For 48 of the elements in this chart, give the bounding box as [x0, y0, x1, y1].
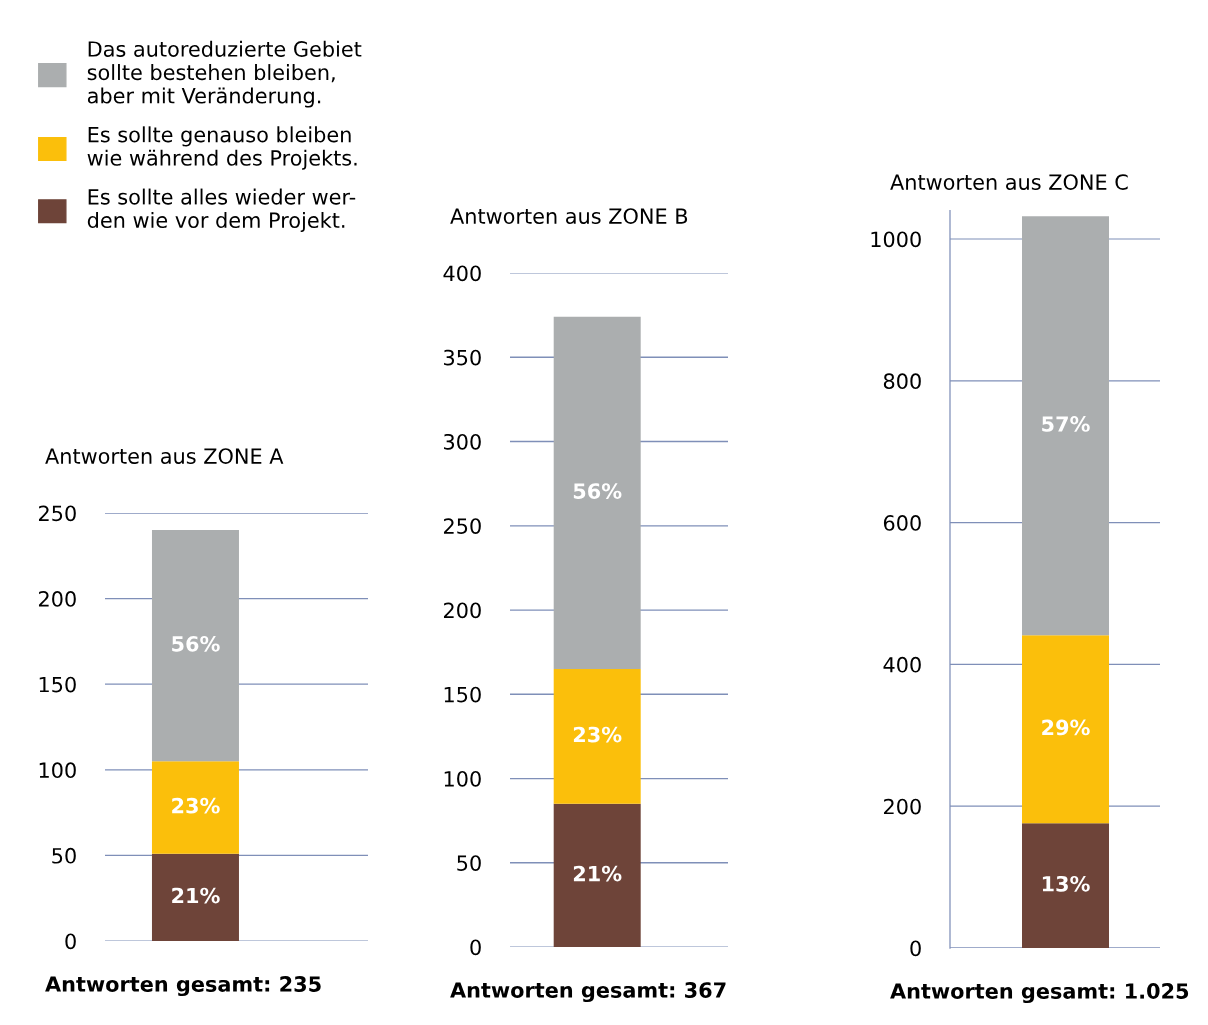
y-tick-label: 200	[883, 798, 921, 815]
y-tick-label: 150	[444, 686, 481, 703]
x-axis-title: Antworten gesamt: 1.025	[890, 983, 1189, 1004]
legend-label: Es sollte alles wieder wer- den wie vor dem Projekt.	[87, 188, 356, 233]
bar	[1022, 216, 1109, 636]
annotation: 21%	[573, 865, 622, 882]
annotation: 29%	[1042, 719, 1090, 736]
y-tick-label: 0	[65, 933, 76, 950]
annotation: 13%	[1042, 875, 1090, 892]
annotation: 56%	[573, 483, 622, 499]
bar	[553, 668, 641, 804]
legend-label: Es sollte genauso bleiben wie während des Projekts.	[87, 126, 357, 170]
x-axis-title: Antworten gesamt: 235	[45, 976, 321, 997]
y-tick-label: 250	[38, 505, 76, 522]
bar	[151, 853, 239, 941]
y-tick-label: 250	[443, 518, 481, 534]
bar	[553, 316, 641, 669]
annotation: 57%	[1042, 416, 1090, 432]
y-tick-label: 50	[457, 855, 481, 871]
y-tick-label: 400	[443, 265, 481, 282]
bar	[151, 761, 239, 854]
y-tick-label: 50	[52, 847, 76, 864]
y-tick-label: 300	[444, 433, 481, 450]
annotation: 21%	[172, 887, 220, 904]
y-tick-label: 150	[39, 676, 76, 693]
y-tick-label: 0	[470, 939, 481, 956]
y-tick-label: 200	[443, 602, 481, 619]
bar	[1022, 635, 1109, 824]
annotation: 23%	[172, 797, 220, 814]
annotation: 56%	[172, 635, 220, 652]
bar	[553, 803, 641, 947]
y-tick-label: 400	[883, 656, 921, 673]
y-tick-label: 100	[39, 762, 76, 779]
y-tick-label: 600	[883, 515, 921, 531]
bar	[1022, 823, 1109, 948]
y-tick-label: 0	[910, 940, 921, 957]
y-tick-label: 1000	[871, 231, 921, 248]
legend-label: Das autoreduzierte Gebiet sollte bestehen bleiben, aber mit Veränderung.	[87, 40, 362, 108]
bar	[151, 530, 239, 762]
chart-title: Antworten aus ZONE C	[890, 174, 1128, 190]
y-tick-label: 800	[883, 373, 921, 390]
y-tick-label: 350	[444, 349, 481, 366]
x-axis-title: Antworten gesamt: 367	[450, 982, 726, 1003]
y-tick-label: 100	[444, 770, 481, 787]
annotation: 23%	[573, 726, 622, 743]
chart-title: Antworten aus ZONE A	[45, 448, 284, 464]
chart-title: Antworten aus ZONE B	[450, 208, 688, 224]
y-tick-label: 200	[38, 591, 76, 607]
